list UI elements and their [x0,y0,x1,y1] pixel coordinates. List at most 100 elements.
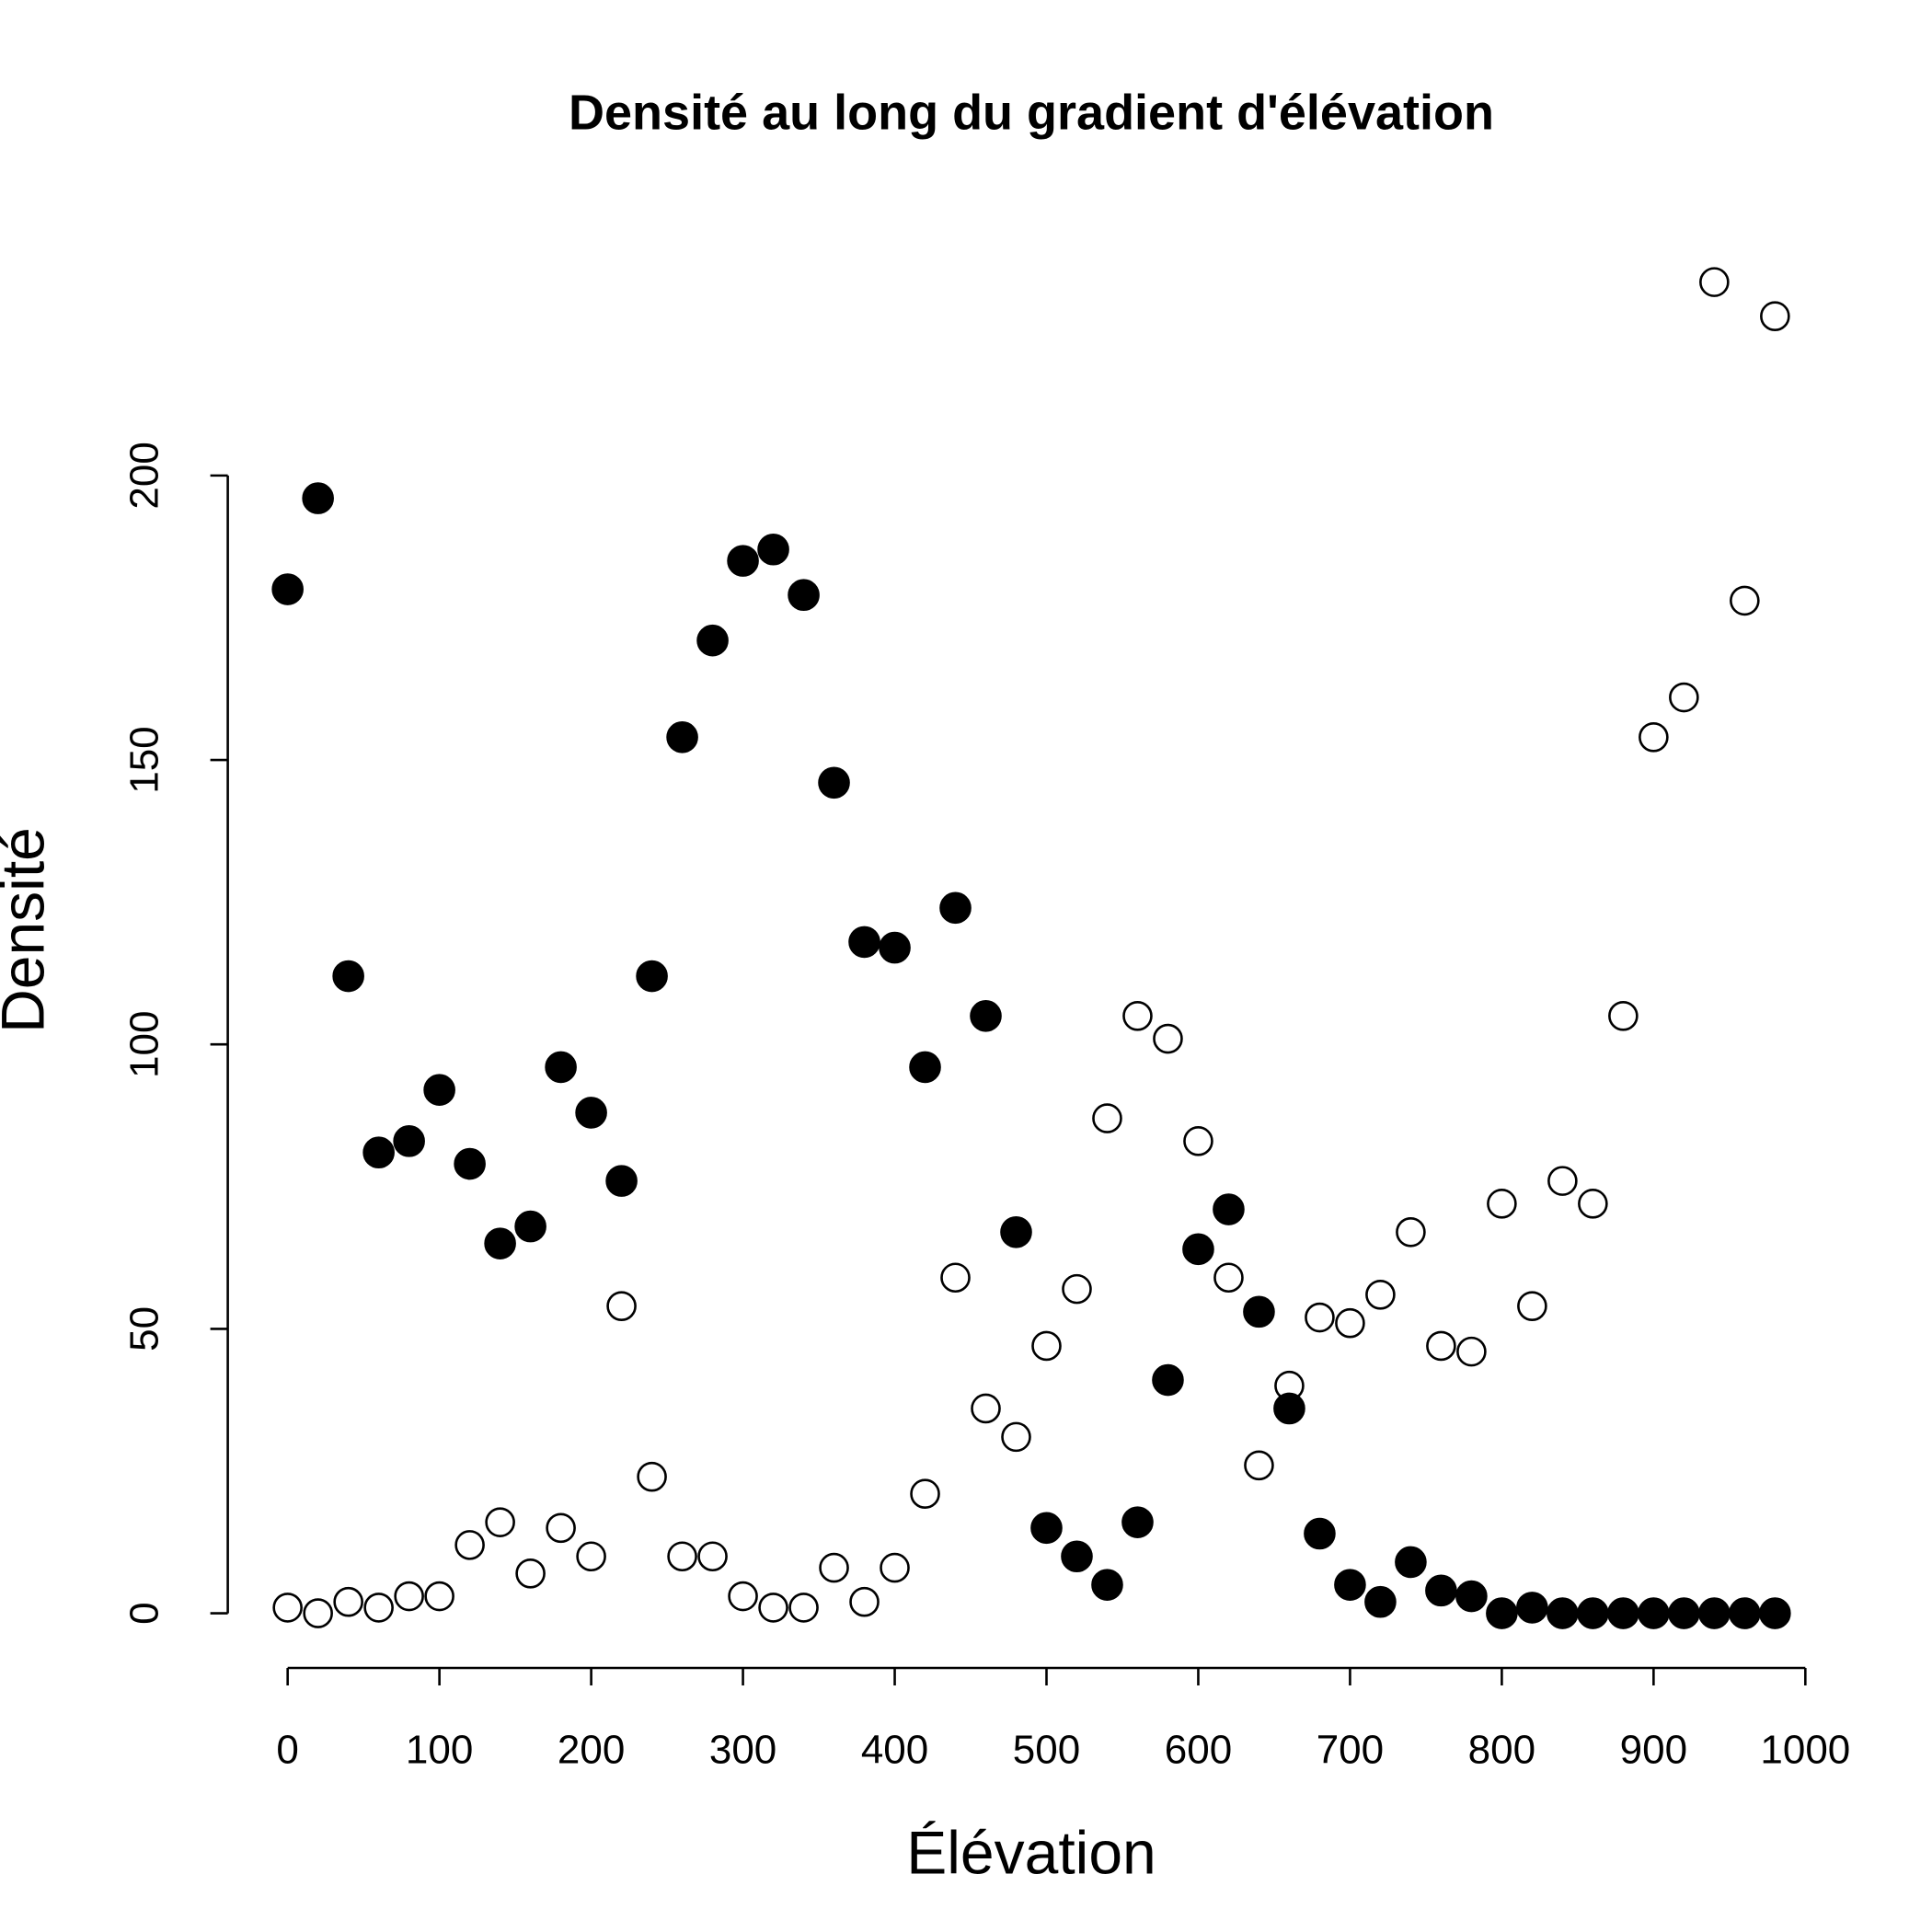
point [1730,585,1760,616]
point [971,1393,1001,1424]
point [363,1593,394,1623]
point [1153,1023,1183,1054]
point [303,1598,333,1628]
point [1030,1512,1063,1545]
point [605,1165,638,1197]
x-tick-label: 400 [861,1728,928,1773]
point [880,1552,910,1583]
point [818,766,850,799]
point [909,1051,941,1084]
y-tick-label: 50 [122,1306,167,1351]
point [1121,1506,1154,1538]
x-axis-title: Élévation [906,1818,1156,1886]
point [1396,1216,1426,1248]
point [1698,1597,1731,1629]
point [454,1530,485,1560]
point [1639,722,1669,753]
point [1760,301,1790,332]
point [757,533,789,566]
point [1547,1597,1579,1629]
point [271,573,304,605]
point [1365,1279,1396,1310]
point [1577,1597,1609,1629]
point [1274,1370,1305,1401]
x-tick-label: 100 [406,1728,473,1773]
point [1213,1262,1244,1294]
point [1305,1302,1335,1333]
point [1547,1166,1578,1196]
point [1486,1597,1518,1629]
point [1062,1273,1092,1305]
point [848,926,880,959]
point [1608,1001,1639,1031]
point [1607,1597,1639,1629]
point [758,1593,788,1623]
y-tick-label: 200 [122,442,167,509]
point [272,1593,303,1623]
point [788,1593,819,1623]
point [1152,1363,1184,1397]
point [1304,1517,1336,1550]
point [1213,1193,1245,1225]
point [1000,1215,1032,1248]
point [485,1507,515,1537]
point [666,721,698,753]
point [1578,1189,1608,1219]
point [394,1581,424,1612]
x-tick-label: 600 [1165,1728,1232,1773]
x-tick-label: 1000 [1760,1728,1850,1773]
point [333,1586,363,1617]
point [606,1291,637,1321]
point [1122,1001,1153,1031]
y-axis-title: Densité [0,827,56,1033]
point [819,1552,849,1583]
point [849,1586,880,1617]
point [1425,1574,1457,1607]
point [1243,1295,1275,1328]
point [1426,1330,1456,1362]
point [1091,1569,1123,1601]
point [1273,1392,1305,1425]
point [575,1097,607,1129]
point [636,960,668,993]
x-tick-label: 0 [276,1728,298,1773]
point [1759,1597,1791,1629]
point [1334,1569,1366,1601]
point [1061,1540,1093,1573]
point [393,1125,425,1157]
point [484,1227,516,1259]
point [1395,1546,1427,1579]
point [1516,1592,1548,1624]
point [1456,1336,1487,1367]
point [362,1136,395,1169]
point [1031,1330,1062,1362]
point [1182,1233,1214,1266]
point [970,1000,1002,1032]
point [1487,1189,1517,1219]
x-tick-label: 300 [709,1728,776,1773]
x-tick-label: 800 [1468,1728,1535,1773]
point [1669,682,1699,713]
y-tick-label: 100 [122,1011,167,1078]
point [1364,1585,1397,1618]
point [940,1262,971,1294]
point [788,579,820,612]
point [1638,1597,1670,1629]
point [728,1581,758,1612]
chart-title: Densité au long du gradient d'élévation [569,85,1494,140]
x-tick-label: 200 [558,1728,625,1773]
y-tick-label: 150 [122,726,167,793]
point [1183,1126,1213,1156]
point [514,1210,546,1243]
point [667,1541,697,1572]
point [545,1051,577,1084]
point [1517,1291,1547,1321]
x-tick-label: 500 [1013,1728,1080,1773]
point [939,891,972,925]
point [332,960,364,993]
point [696,624,729,657]
point [1244,1450,1274,1481]
point [879,931,911,964]
